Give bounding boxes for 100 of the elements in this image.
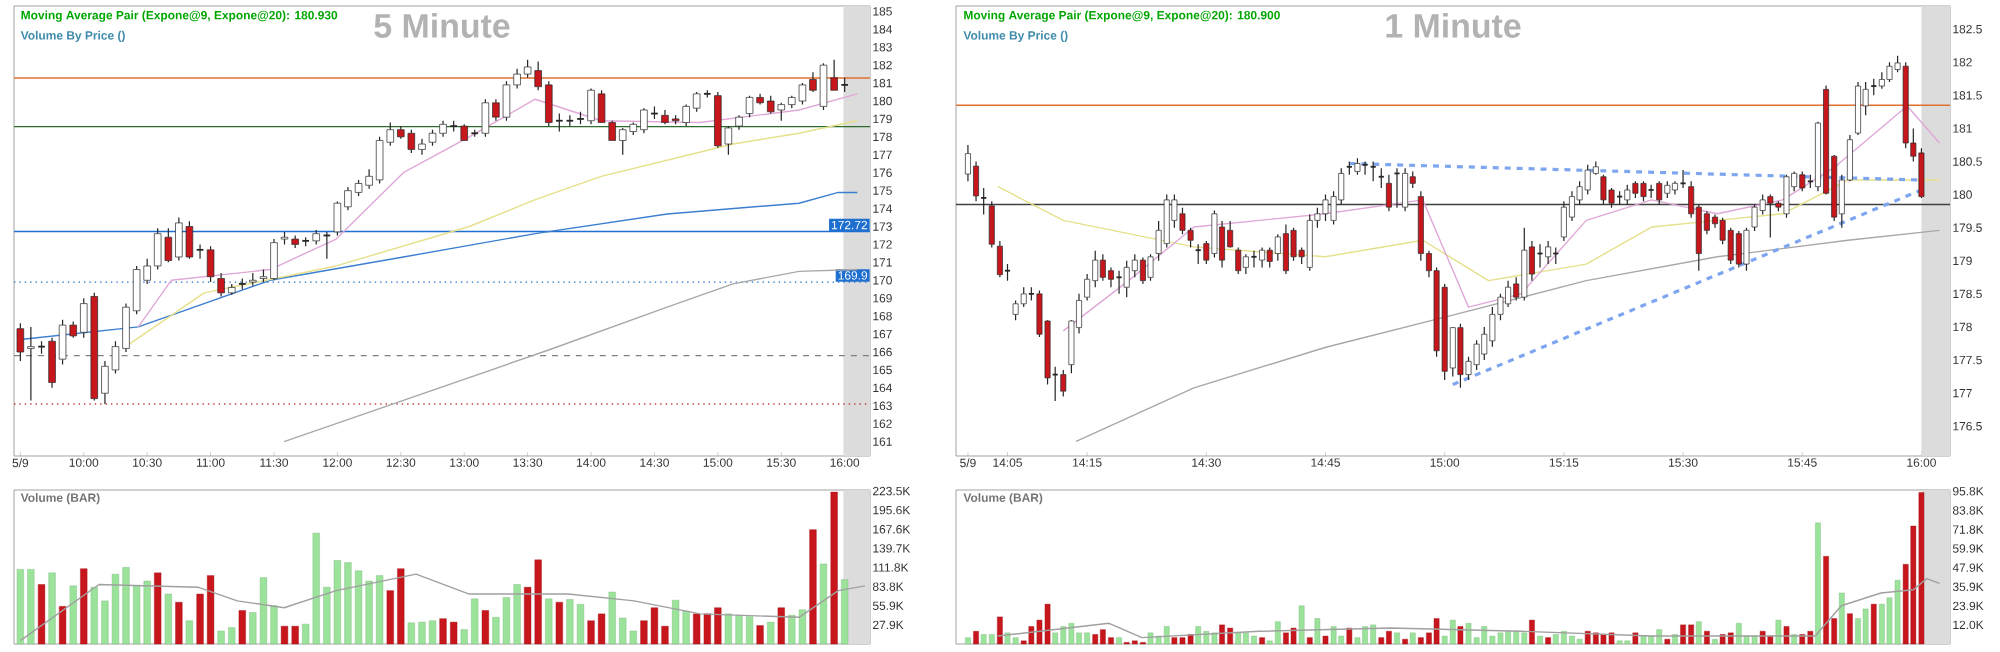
bar	[1847, 613, 1853, 645]
bar	[988, 634, 995, 645]
bar	[1044, 603, 1051, 645]
bar	[1108, 637, 1114, 645]
bar	[1569, 635, 1575, 645]
line-series	[19, 573, 866, 642]
candlestick	[1545, 240, 1552, 265]
line-series	[997, 577, 1941, 639]
candlestick	[1647, 184, 1655, 199]
bar	[1537, 635, 1543, 645]
bar	[1736, 623, 1742, 645]
bar	[1775, 619, 1782, 645]
bar	[1433, 618, 1440, 645]
bar	[1370, 624, 1376, 645]
bar	[1918, 492, 1925, 645]
candlestick	[1115, 270, 1123, 295]
bar	[1608, 632, 1615, 645]
bar	[1584, 631, 1591, 645]
bar	[819, 563, 828, 645]
bar	[1386, 631, 1392, 645]
candlestick	[1194, 243, 1202, 265]
bar	[1171, 637, 1178, 645]
candlestick	[1108, 266, 1114, 288]
candlestick	[980, 187, 988, 216]
bar	[154, 572, 162, 645]
candlestick	[1139, 256, 1146, 285]
bar	[1211, 632, 1218, 645]
bar	[80, 568, 88, 645]
candlestick	[1679, 169, 1687, 189]
bar	[48, 572, 56, 645]
bar	[1894, 580, 1901, 645]
bar	[1290, 627, 1297, 645]
bar	[1314, 618, 1321, 645]
bar	[1251, 635, 1257, 645]
bar	[1457, 626, 1464, 645]
candlestick	[195, 243, 205, 260]
candlestick	[1505, 280, 1512, 308]
bar	[1060, 626, 1067, 645]
candlestick	[1521, 227, 1528, 302]
bar	[1696, 621, 1702, 645]
candlestick	[1099, 253, 1106, 282]
bar	[1823, 556, 1829, 645]
bar	[1163, 626, 1170, 645]
bar	[1330, 626, 1337, 645]
candlestick	[1402, 167, 1409, 212]
bar	[1179, 637, 1186, 645]
candlestick	[1878, 71, 1885, 90]
bar	[1322, 635, 1329, 645]
bar	[965, 637, 971, 645]
bar	[1862, 608, 1869, 645]
candlestick	[1377, 167, 1385, 189]
candlestick	[1242, 253, 1249, 275]
candlestick	[1767, 194, 1774, 239]
bar	[997, 616, 1003, 645]
bar	[1640, 635, 1647, 645]
bar	[1505, 631, 1511, 645]
bar	[481, 610, 489, 645]
bar	[1529, 619, 1535, 645]
candlestick	[1855, 81, 1861, 136]
candlestick	[1361, 160, 1369, 176]
bar	[1552, 634, 1559, 645]
bar	[1084, 632, 1090, 645]
bar	[1100, 629, 1106, 645]
candlestick	[735, 114, 743, 131]
bar	[1664, 639, 1671, 645]
bar	[1259, 637, 1265, 645]
line-series	[1075, 229, 1941, 443]
bar	[1688, 624, 1694, 645]
bar	[767, 621, 775, 645]
candlestick	[973, 160, 979, 202]
bar	[555, 602, 563, 645]
bar	[1028, 626, 1035, 645]
bar	[1600, 634, 1607, 645]
line-series	[1062, 105, 1941, 332]
candlestick	[1369, 160, 1377, 182]
bar	[1068, 623, 1075, 645]
bar	[1378, 637, 1385, 645]
bar	[1283, 632, 1289, 645]
bar	[841, 579, 849, 645]
bar	[777, 607, 785, 645]
bar	[238, 610, 246, 645]
bar	[830, 491, 838, 645]
bar	[1362, 626, 1368, 645]
bar	[1545, 637, 1551, 645]
candlestick	[1282, 223, 1289, 275]
bar	[1632, 632, 1639, 645]
chart-title: 5 Minute	[374, 13, 510, 38]
bar	[1497, 632, 1504, 645]
bar	[1092, 634, 1099, 645]
candlestick	[1250, 250, 1258, 268]
bar	[756, 625, 764, 645]
bar	[1879, 603, 1885, 645]
candlestick	[1560, 200, 1567, 242]
bar	[1306, 637, 1313, 645]
bar	[1576, 639, 1583, 645]
candlestick	[1672, 180, 1678, 196]
bar	[1402, 639, 1408, 645]
candlestick	[1259, 246, 1266, 268]
bar	[545, 598, 553, 645]
bar	[1712, 639, 1718, 645]
